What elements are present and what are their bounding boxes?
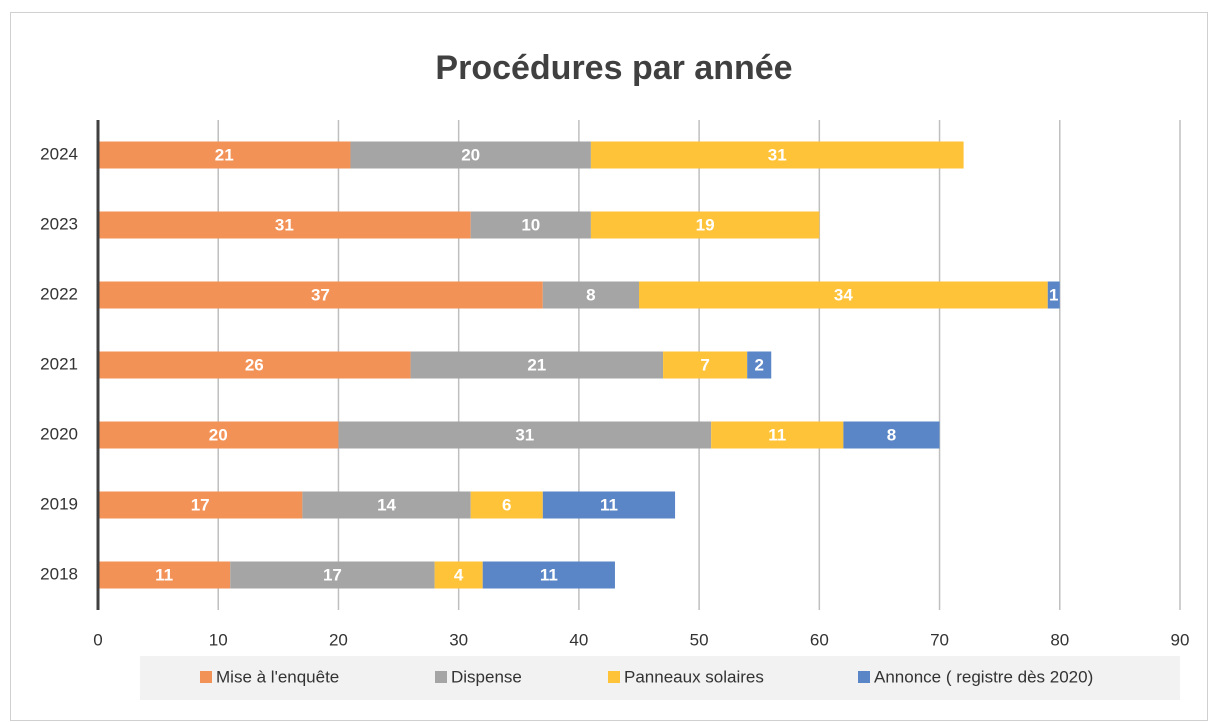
y-tick-label: 2019 — [40, 494, 78, 513]
value-label: 17 — [323, 565, 342, 584]
legend-label: Annonce ( registre dès 2020) — [874, 667, 1093, 686]
value-label: 31 — [515, 425, 534, 444]
bar-segment — [98, 281, 543, 309]
x-tick-label: 20 — [329, 630, 348, 649]
value-label: 11 — [155, 565, 173, 584]
value-label: 4 — [454, 565, 464, 584]
value-label: 10 — [521, 215, 540, 234]
value-label: 21 — [527, 355, 546, 374]
bar-segment — [410, 351, 664, 379]
legend-swatch — [200, 671, 212, 683]
legend-label: Mise à l'enquête — [216, 667, 339, 686]
bar-segment — [470, 491, 543, 519]
value-label: 37 — [311, 285, 330, 304]
value-label: 8 — [586, 285, 595, 304]
bar-segment — [470, 211, 591, 239]
bar-segment — [482, 561, 615, 589]
x-tick-label: 90 — [1171, 630, 1190, 649]
value-label: 6 — [502, 495, 511, 514]
bar-segment — [747, 351, 772, 379]
bar-segment — [711, 421, 844, 449]
x-tick-label: 70 — [930, 630, 949, 649]
value-label: 34 — [834, 285, 853, 304]
bar-segment — [230, 561, 435, 589]
bar-segment — [350, 141, 591, 169]
bar-segment — [639, 281, 1048, 309]
x-tick-label: 30 — [449, 630, 468, 649]
bar-segment — [843, 421, 940, 449]
value-label: 21 — [215, 145, 234, 164]
legend-swatch — [858, 671, 870, 683]
x-tick-label: 60 — [810, 630, 829, 649]
bar-segment — [434, 561, 483, 589]
chart-title: Procédures par année — [435, 49, 792, 87]
x-tick-label: 50 — [690, 630, 709, 649]
value-label: 11 — [768, 425, 786, 444]
value-label: 17 — [191, 495, 210, 514]
bar-segment — [338, 421, 712, 449]
x-tick-label: 80 — [1050, 630, 1069, 649]
legend-swatch — [608, 671, 620, 683]
y-tick-label: 2023 — [40, 214, 78, 233]
bar-segment — [98, 351, 411, 379]
value-label: 20 — [461, 145, 480, 164]
y-tick-label: 2021 — [40, 354, 78, 373]
legend-swatch — [435, 671, 447, 683]
bar-segment — [1047, 281, 1060, 309]
value-label: 26 — [245, 355, 264, 374]
y-tick-label: 2018 — [40, 564, 78, 583]
bar-segment — [590, 211, 820, 239]
value-label: 2 — [754, 355, 763, 374]
bar-segment — [98, 211, 471, 239]
bar-segment — [302, 491, 471, 519]
value-label: 11 — [600, 495, 618, 514]
legend-label: Panneaux solaires — [624, 667, 764, 686]
legend-label: Dispense — [451, 667, 522, 686]
bar-segment — [98, 491, 303, 519]
bar-segment — [98, 561, 231, 589]
bar-segment — [590, 141, 964, 169]
x-tick-label: 0 — [93, 630, 102, 649]
y-tick-label: 2020 — [40, 424, 78, 443]
bar-segment — [98, 421, 339, 449]
x-tick-label: 40 — [569, 630, 588, 649]
value-label: 1 — [1049, 285, 1058, 304]
bar-segment — [663, 351, 748, 379]
y-tick-label: 2022 — [40, 284, 78, 303]
x-tick-label: 10 — [209, 630, 228, 649]
value-label: 11 — [540, 565, 558, 584]
bar-segment — [542, 491, 676, 519]
legend-box — [140, 656, 1180, 700]
value-label: 31 — [275, 215, 294, 234]
bar-segment — [98, 141, 351, 169]
value-label: 7 — [700, 355, 709, 374]
value-label: 8 — [887, 425, 896, 444]
value-label: 20 — [209, 425, 228, 444]
bar-segment — [542, 281, 639, 309]
value-label: 19 — [696, 215, 715, 234]
value-label: 31 — [768, 145, 787, 164]
y-tick-label: 2024 — [40, 144, 78, 163]
value-label: 14 — [377, 495, 396, 514]
